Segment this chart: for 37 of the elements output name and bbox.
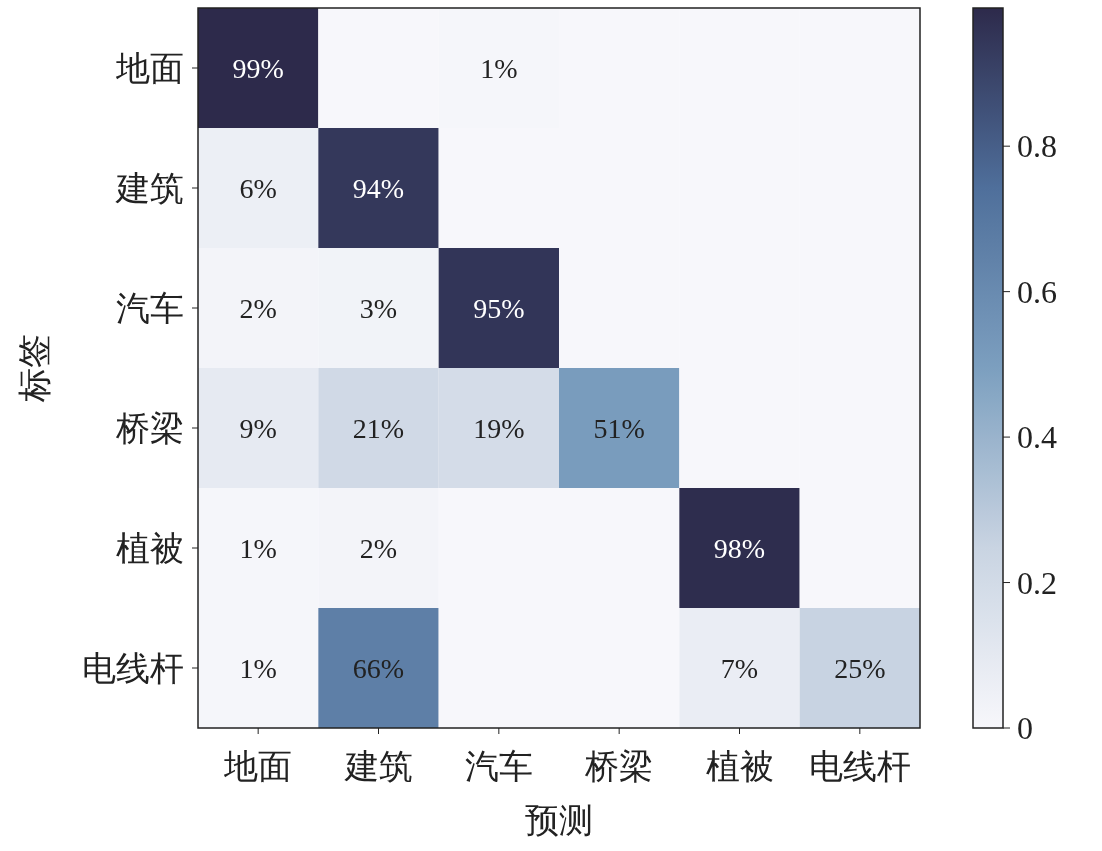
data-label: 94% [352, 172, 405, 204]
data-label: 95% [473, 292, 525, 324]
data-label: 1% [480, 52, 518, 84]
x-tick-label: 电线杆 [808, 748, 911, 785]
color-bar-label: 0.4 [1017, 419, 1057, 456]
data-label: 21% [352, 412, 405, 444]
y-tick-label: 地面 [115, 49, 184, 87]
x-tick-label: 植被 [705, 748, 774, 785]
data-label: 99% [232, 52, 284, 84]
data-label: 9% [239, 412, 277, 444]
data-label: 7% [720, 652, 759, 684]
data-label: 25% [834, 652, 886, 684]
data-label: 2% [359, 532, 398, 564]
data-label: 3% [359, 292, 398, 324]
data-label: 2% [239, 292, 277, 324]
y-tick-label: 汽车 [116, 289, 184, 327]
y-tick-label: 建筑 [115, 169, 184, 207]
color-bar-label: 0.8 [1017, 128, 1057, 165]
data-label: 98% [713, 532, 766, 564]
y-tick-label: 植被 [116, 529, 184, 567]
data-label: 19% [473, 412, 525, 444]
y-tick-label: 电线杆 [82, 649, 184, 687]
color-bar-label: 0 [1017, 710, 1033, 747]
x-tick-label: 桥梁 [584, 748, 654, 785]
x-tick-label: 汽车 [464, 748, 533, 785]
color-bar-label: 0.2 [1017, 564, 1057, 601]
x-axis-title: 预测 [525, 802, 593, 839]
color-bar-label: 0.6 [1017, 273, 1057, 310]
y-tick-label: 桥梁 [115, 409, 184, 447]
y-axis-title: 标签 [16, 334, 53, 403]
x-tick-label: 地面 [223, 748, 293, 785]
data-label: 51% [593, 412, 645, 444]
data-label: 1% [239, 652, 277, 684]
data-label: 66% [352, 652, 405, 684]
data-label: 1% [239, 532, 277, 564]
data-label: 6% [239, 172, 277, 204]
x-tick-label: 建筑 [343, 748, 413, 785]
